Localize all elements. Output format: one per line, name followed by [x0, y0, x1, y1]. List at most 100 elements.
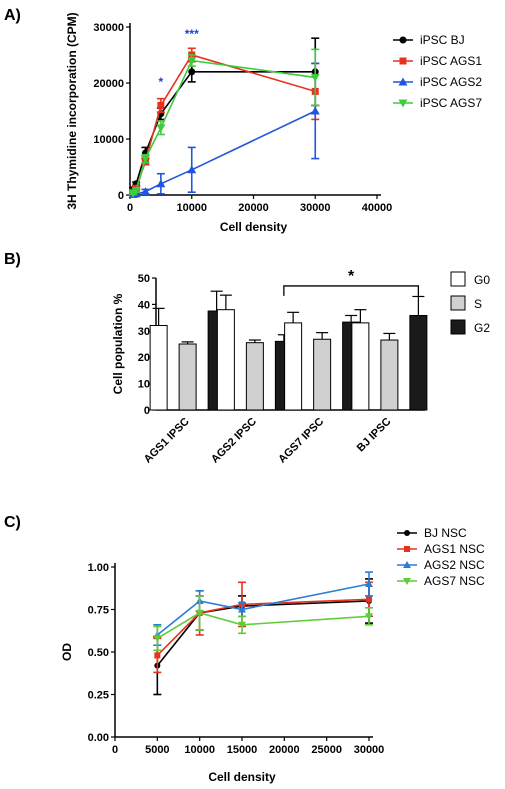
a-x-tick-label: 20000: [238, 202, 269, 214]
c-x-tick-label: 20000: [269, 744, 300, 756]
c-data-point: [365, 580, 373, 587]
c-data-point: [195, 609, 204, 617]
a-legend-label: iPSC AGS1: [420, 54, 482, 68]
panel-b-letter: B): [4, 251, 21, 268]
a-legend-marker: [398, 77, 408, 86]
b-bar: [313, 338, 332, 411]
c-y-tick-label: 1.00: [88, 562, 109, 574]
b-legend-swatch: [450, 319, 466, 335]
a-data-point: [310, 106, 320, 115]
b-category-label: AGS1 IPSC: [142, 416, 192, 466]
c-legend-label: AGS7 NSC: [424, 574, 485, 588]
c-data-point: [366, 596, 372, 603]
c-series-line: [156, 583, 370, 636]
b-y-tick-label: 0: [144, 405, 150, 417]
c-series-line: [156, 598, 370, 656]
c-legend-label: BJ NSC: [424, 526, 467, 540]
a-y-tick-label: 10000: [93, 134, 124, 146]
b-legend-label: S: [474, 297, 482, 311]
b-y-tick-label: 50: [138, 273, 150, 285]
b-bar: [284, 322, 303, 411]
b-bar: [245, 342, 264, 411]
a-data-point: [157, 101, 165, 109]
a-significance-mark: *: [159, 75, 164, 89]
a-legend-label: iPSC AGS7: [420, 96, 482, 110]
b-legend-swatch: [450, 295, 466, 311]
a-x-tick-label: 40000: [362, 202, 393, 214]
b-y-axis-title: Cell population %: [111, 293, 125, 394]
c-series-line: [156, 600, 370, 667]
b-category-label: AGS7 IPSC: [276, 416, 326, 466]
c-y-tick-label: 0.25: [88, 690, 109, 702]
a-legend-marker: [399, 36, 407, 44]
c-legend-label: AGS2 NSC: [424, 558, 485, 572]
c-y-axis-title: OD: [60, 643, 74, 661]
b-bar: [149, 325, 168, 411]
c-data-point: [238, 605, 246, 613]
c-legend-marker: [404, 546, 410, 552]
c-data-point: [153, 635, 162, 643]
b-y-tick-label: 10: [138, 379, 150, 391]
c-x-tick-label: 30000: [354, 744, 385, 756]
a-legend-marker: [399, 57, 407, 65]
a-y-tick-label: 30000: [93, 22, 124, 34]
a-data-point: [187, 165, 197, 174]
b-y-tick-label: 20: [138, 352, 150, 364]
c-data-point: [154, 652, 161, 659]
a-x-tick-label: 0: [127, 202, 133, 214]
b-significance-mark: *: [348, 268, 355, 285]
c-series-line: [156, 612, 370, 640]
c-x-tick-label: 10000: [184, 744, 215, 756]
b-category-label: BJ IPSC: [355, 416, 394, 455]
chart-c: 0 5000 10000 15000 20000 25000 30000 0.00 0.25 0.…: [60, 526, 485, 784]
c-x-tick-label: 5000: [145, 744, 169, 756]
a-y-axis-title: 3H Thymidine incorporation (CPM): [65, 12, 79, 209]
b-legend-label: G0: [474, 273, 490, 287]
b-category-label: AGS2 IPSC: [209, 416, 259, 466]
panel-a-letter: A): [4, 7, 21, 24]
a-data-point: [140, 187, 150, 196]
a-data-point: [188, 68, 196, 76]
c-data-point: [365, 613, 373, 621]
chart-a: 0 10000 20000 30000 40000 0 10000 20000 30000 Cel…: [65, 12, 482, 234]
b-bar: [216, 309, 235, 411]
c-legend-label: AGS1 NSC: [424, 542, 485, 556]
b-bar: [409, 314, 428, 411]
a-x-axis-title: Cell density: [220, 220, 288, 234]
b-bar: [178, 343, 197, 411]
a-legend-label: iPSC AGS2: [420, 75, 482, 89]
c-x-tick-label: 25000: [311, 744, 342, 756]
a-data-point: [156, 124, 166, 133]
c-x-axis-title: Cell density: [208, 770, 276, 784]
b-legend-label: G2: [474, 321, 490, 335]
a-legend-marker: [398, 99, 408, 108]
a-legend-label: iPSC BJ: [420, 33, 465, 47]
b-bar: [380, 339, 399, 411]
a-data-point: [310, 73, 320, 82]
panel-c-letter: C): [4, 514, 21, 531]
c-y-tick-label: 0.00: [88, 732, 109, 744]
c-legend-marker: [403, 561, 411, 568]
a-data-point: [140, 155, 150, 164]
c-legend-marker: [404, 530, 410, 536]
c-x-tick-label: 15000: [227, 744, 258, 756]
a-x-tick-label: 10000: [176, 202, 207, 214]
a-data-point: [187, 57, 197, 66]
c-legend-marker: [403, 578, 411, 585]
b-significance-bracket: [283, 285, 420, 296]
b-legend-swatch: [450, 271, 466, 287]
a-significance-mark: ***: [185, 27, 199, 41]
a-x-tick-label: 30000: [300, 202, 331, 214]
a-data-point: [131, 187, 141, 196]
c-data-point: [238, 621, 246, 629]
c-y-tick-label: 0.75: [88, 605, 109, 617]
a-data-point: [156, 179, 166, 188]
chart-b: 0 10 20 30 40 50 Cell population % AGS1 IPSC AGS…: [111, 268, 490, 466]
c-y-tick-label: 0.50: [88, 647, 109, 659]
b-y-tick-label: 40: [138, 299, 150, 311]
c-x-tick-label: 0: [112, 744, 118, 756]
b-y-tick-label: 30: [138, 326, 150, 338]
a-y-tick-label: 20000: [93, 78, 124, 90]
b-bar: [351, 322, 370, 411]
